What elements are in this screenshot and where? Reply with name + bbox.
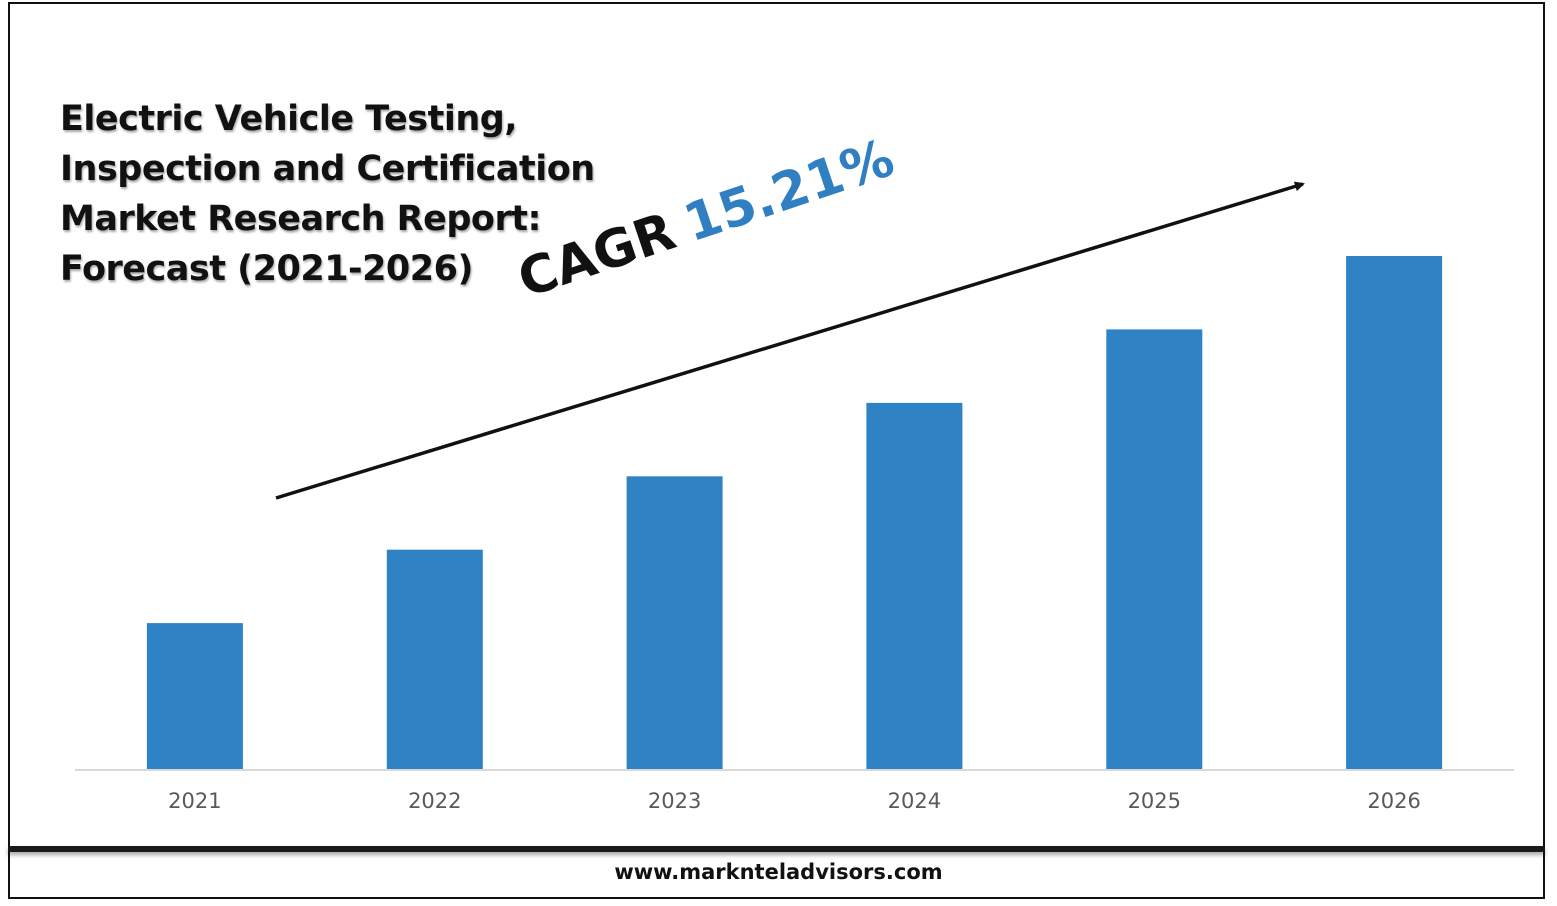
growth-arrow [275,181,1305,500]
bar-2023 [626,476,723,770]
footer-divider [8,846,1545,852]
x-tick-label: 2025 [1128,789,1181,813]
title-line-1: Electric Vehicle Testing, [60,99,518,139]
x-tick-label: 2022 [408,789,461,813]
title-line-4: Forecast (2021-2026) [60,249,474,289]
title-line-3: Market Research Report: [60,199,541,239]
footer-url: www.marknteladvisors.com [614,860,943,884]
bar-2021 [146,623,243,770]
bar-2022 [386,549,483,770]
x-tick-label: 2026 [1367,789,1420,813]
bar-group [146,256,1443,770]
bar-2024 [866,402,963,770]
x-tick-labels: 2021 2022 2023 2024 2025 2026 [168,789,1421,813]
x-tick-label: 2023 [648,789,701,813]
bar-2025 [1106,329,1203,770]
slide-frame [8,2,1545,899]
x-tick-label: 2024 [888,789,941,813]
title-line-2: Inspection and Certification [60,149,595,189]
chart-title: Electric Vehicle Testing, Inspection and… [60,94,680,294]
x-tick-label: 2021 [168,789,221,813]
bar-2026 [1346,256,1443,770]
